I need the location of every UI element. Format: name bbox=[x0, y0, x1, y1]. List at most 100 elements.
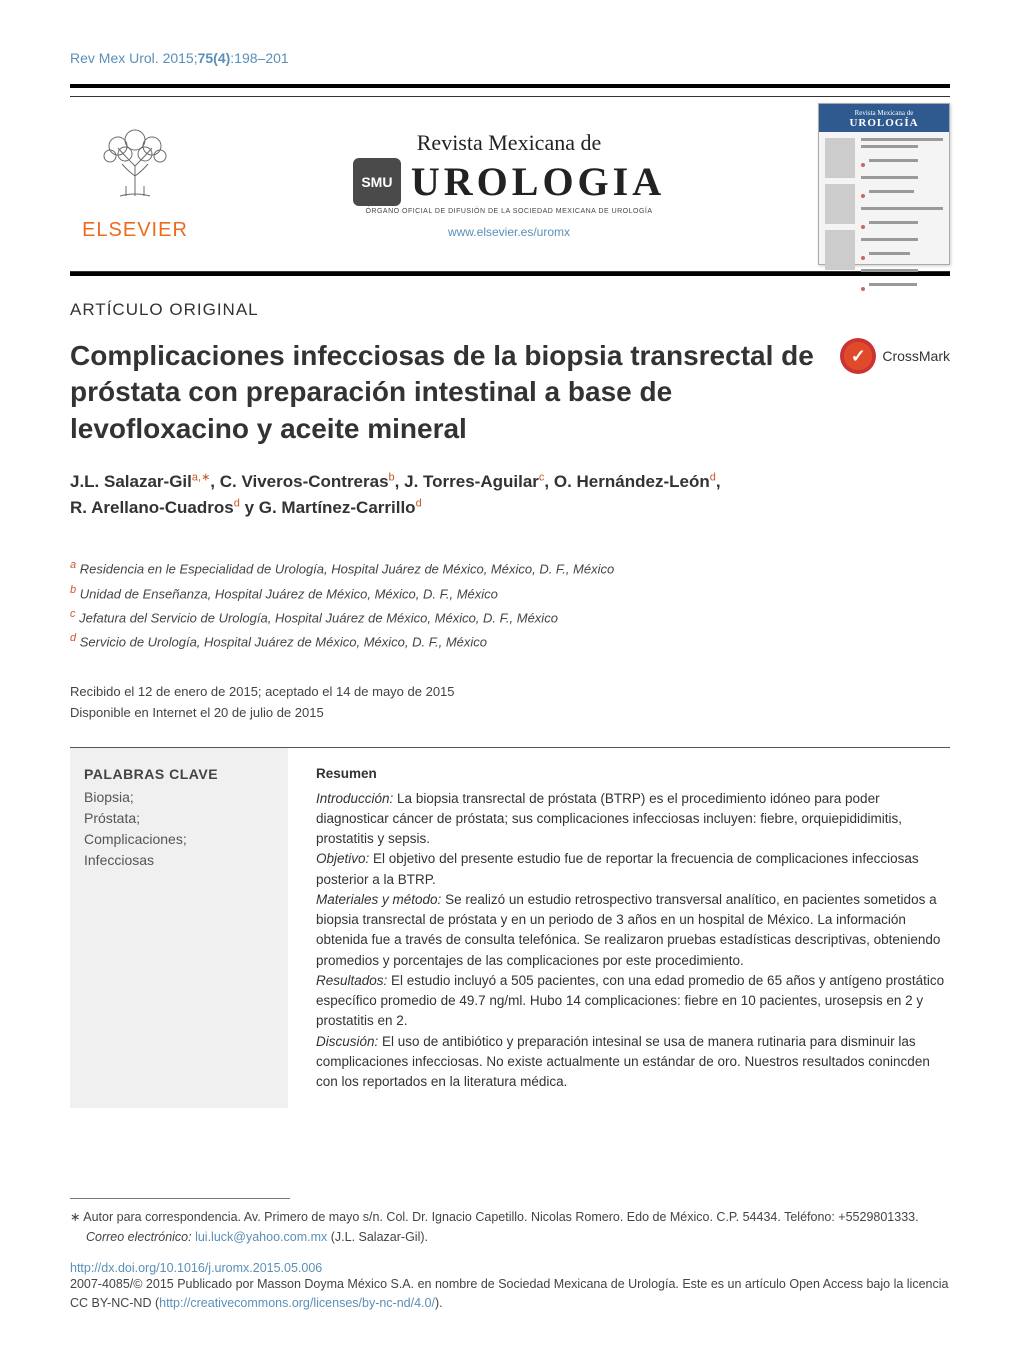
cover-band-pre: Revista Mexicana de bbox=[855, 109, 914, 117]
author-1: J.L. Salazar-Gil bbox=[70, 472, 192, 491]
keyword-4: Infecciosas bbox=[84, 850, 274, 871]
keyword-1: Biopsia; bbox=[84, 787, 274, 808]
corr-text: Autor para correspondencia. Av. Primero … bbox=[83, 1210, 918, 1224]
author-6: G. Martínez-Carrillo bbox=[259, 498, 416, 517]
sep: , bbox=[395, 472, 404, 491]
title-row: Complicaciones infecciosas de la biopsia… bbox=[70, 338, 950, 447]
journal-ref-vol: 75(4) bbox=[198, 50, 231, 66]
keywords-column: PALABRAS CLAVE Biopsia; Próstata; Compli… bbox=[70, 748, 288, 1108]
sep: , bbox=[716, 472, 721, 491]
cover-bullet bbox=[861, 225, 865, 229]
and: y bbox=[240, 498, 259, 517]
email-link[interactable]: lui.luck@yahoo.com.mx bbox=[195, 1230, 327, 1244]
authors: J.L. Salazar-Gila,∗, C. Viveros-Contrera… bbox=[70, 469, 950, 520]
cover-line bbox=[869, 252, 910, 255]
doi-link[interactable]: http://dx.doi.org/10.1016/j.uromx.2015.0… bbox=[70, 1261, 322, 1275]
sep: , bbox=[210, 472, 219, 491]
date-online: Disponible en Internet el 20 de julio de… bbox=[70, 703, 950, 724]
sep: , bbox=[544, 472, 553, 491]
author-3: J. Torres-Aguilar bbox=[404, 472, 539, 491]
met-label: Materiales y método: bbox=[316, 892, 445, 907]
intro-text: La biopsia transrectal de próstata (BTRP… bbox=[316, 791, 902, 847]
aff-a-text: Residencia en le Especialidad de Urologí… bbox=[80, 562, 614, 577]
cover-bullet bbox=[861, 256, 865, 260]
obj-label: Objetivo: bbox=[316, 851, 373, 866]
cover-band: Revista Mexicana de UROLOGÍA bbox=[819, 104, 949, 132]
elsevier-tree-icon bbox=[70, 126, 200, 215]
author-2: C. Viveros-Contreras bbox=[220, 472, 389, 491]
smu-badge-icon: SMU bbox=[353, 158, 401, 206]
res-text: El estudio incluyó a 505 pacientes, con … bbox=[316, 973, 944, 1029]
cover-line bbox=[869, 159, 918, 162]
elsevier-name: ELSEVIER bbox=[70, 219, 200, 242]
footnote-separator bbox=[70, 1198, 290, 1199]
divider-thick-bottom bbox=[70, 272, 950, 276]
author-5: R. Arellano-Cuadros bbox=[70, 498, 234, 517]
keyword-3: Complicaciones; bbox=[84, 829, 274, 850]
abstract-intro: Introducción: La biopsia transrectal de … bbox=[316, 789, 950, 850]
journal-ref-prefix: Rev Mex Urol. 2015; bbox=[70, 50, 198, 66]
aff-d-text: Servicio de Urología, Hospital Juárez de… bbox=[80, 635, 487, 650]
aff-c-sup: c bbox=[70, 608, 76, 620]
crossmark-label: CrossMark bbox=[882, 348, 950, 364]
affiliation-c: c Jefatura del Servicio de Urología, Hos… bbox=[70, 605, 950, 629]
affiliations: a Residencia en le Especialidad de Urolo… bbox=[70, 556, 950, 654]
copyright: 2007-4085/© 2015 Publicado por Masson Do… bbox=[70, 1275, 950, 1313]
divider-thick-top bbox=[70, 84, 950, 88]
article-dates: Recibido el 12 de enero de 2015; aceptad… bbox=[70, 682, 950, 724]
crossmark-badge[interactable]: CrossMark bbox=[840, 338, 950, 374]
cover-band-main: UROLOGÍA bbox=[849, 117, 918, 129]
cover-img-3 bbox=[825, 230, 855, 270]
corr-marker: ∗ bbox=[70, 1210, 83, 1224]
journal-title-main: UROLOGIA bbox=[411, 158, 665, 205]
journal-title-block: Revista Mexicana de SMU UROLOGIA ÓRGANO … bbox=[200, 130, 818, 239]
cover-line bbox=[861, 207, 943, 210]
date-received-accepted: Recibido el 12 de enero de 2015; aceptad… bbox=[70, 682, 950, 703]
cover-img-1 bbox=[825, 138, 855, 178]
article-title: Complicaciones infecciosas de la biopsia… bbox=[70, 338, 820, 447]
journal-title-top: Revista Mexicana de bbox=[210, 130, 808, 156]
journal-url-link[interactable]: www.elsevier.es/uromx bbox=[448, 225, 570, 239]
author-4: O. Hernández-León bbox=[554, 472, 710, 491]
cover-bullet bbox=[861, 287, 865, 291]
copyright-post: ). bbox=[435, 1296, 443, 1310]
obj-text: El objetivo del presente estudio fue de … bbox=[316, 851, 919, 886]
journal-ref-pages: :198–201 bbox=[230, 50, 288, 66]
email-suffix: (J.L. Salazar-Gil). bbox=[327, 1230, 428, 1244]
cover-line bbox=[861, 238, 918, 241]
aff-b-text: Unidad de Enseñanza, Hospital Juárez de … bbox=[80, 586, 498, 601]
cover-line bbox=[869, 190, 914, 193]
cover-text-col bbox=[861, 138, 943, 296]
affiliation-d: d Servicio de Urología, Hospital Juárez … bbox=[70, 629, 950, 653]
dis-label: Discusión: bbox=[316, 1034, 382, 1049]
cc-link[interactable]: http://creativecommons.org/licenses/by-n… bbox=[159, 1296, 435, 1310]
aff-d-sup: d bbox=[70, 632, 76, 644]
abstract-column: Resumen Introducción: La biopsia transre… bbox=[288, 748, 950, 1108]
header-row: ELSEVIER Revista Mexicana de SMU UROLOGI… bbox=[70, 97, 950, 271]
affiliation-b: b Unidad de Enseñanza, Hospital Juárez d… bbox=[70, 581, 950, 605]
cover-line bbox=[861, 269, 918, 272]
cover-line bbox=[869, 283, 917, 286]
abstract-block: PALABRAS CLAVE Biopsia; Próstata; Compli… bbox=[70, 747, 950, 1108]
journal-reference: Rev Mex Urol. 2015;75(4):198–201 bbox=[70, 50, 950, 66]
cover-line bbox=[861, 176, 918, 179]
aff-a-sup: a bbox=[70, 559, 76, 571]
correspondence-note: ∗ Autor para correspondencia. Av. Primer… bbox=[70, 1207, 950, 1227]
cover-line bbox=[861, 145, 918, 148]
intro-label: Introducción: bbox=[316, 791, 397, 806]
cover-bullet bbox=[861, 194, 865, 198]
journal-url[interactable]: www.elsevier.es/uromx bbox=[210, 225, 808, 239]
email-note: Correo electrónico: lui.luck@yahoo.com.m… bbox=[70, 1227, 950, 1247]
aff-c-text: Jefatura del Servicio de Urología, Hospi… bbox=[79, 610, 558, 625]
author-6-sup: d bbox=[416, 497, 422, 509]
abstract-objective: Objetivo: El objetivo del presente estud… bbox=[316, 849, 950, 890]
keywords-heading: PALABRAS CLAVE bbox=[84, 764, 274, 785]
res-label: Resultados: bbox=[316, 973, 391, 988]
cover-bullet bbox=[861, 163, 865, 167]
abstract-heading: Resumen bbox=[316, 764, 950, 784]
crossmark-icon bbox=[840, 338, 876, 374]
doi: http://dx.doi.org/10.1016/j.uromx.2015.0… bbox=[70, 1261, 950, 1275]
aff-b-sup: b bbox=[70, 584, 76, 596]
journal-title-row: SMU UROLOGIA bbox=[210, 158, 808, 206]
author-1-sup: a,∗ bbox=[192, 472, 210, 484]
